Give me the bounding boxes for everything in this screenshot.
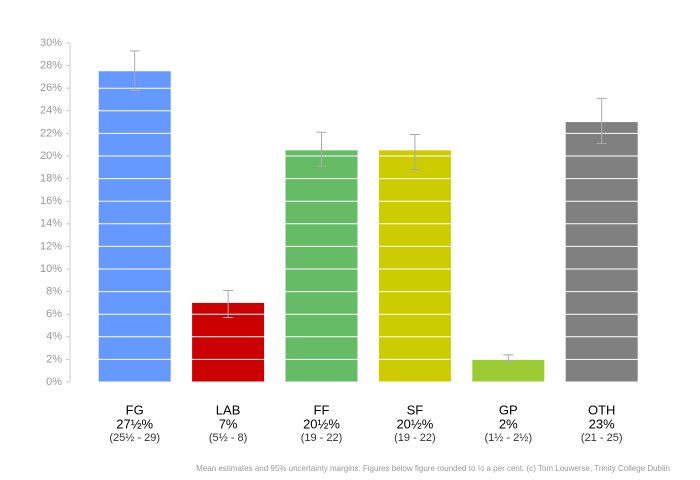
y-tick-label: 0% (46, 376, 62, 388)
value-label: 20½% (303, 416, 340, 431)
y-tick-label: 16% (40, 195, 62, 207)
y-tick-label: 2% (46, 353, 62, 365)
x-tick-label: LAB (216, 402, 241, 417)
x-tick-label: GP (499, 402, 518, 417)
y-tick-label: 4% (46, 331, 62, 343)
y-tick-label: 12% (40, 240, 62, 252)
y-tick-label: 18% (40, 173, 62, 185)
value-label: 27½% (116, 416, 153, 431)
x-tick-label: OTH (588, 402, 615, 417)
bar (98, 71, 171, 382)
footnote: Mean estimates and 95% uncertainty margi… (196, 464, 670, 473)
y-tick-label: 14% (40, 218, 62, 230)
value-label: 23% (589, 416, 615, 431)
bar (378, 150, 451, 382)
value-label: 7% (219, 416, 238, 431)
y-tick-label: 6% (46, 308, 62, 320)
interval-label: (5½ - 8) (209, 432, 248, 444)
value-label: 2% (499, 416, 518, 431)
y-tick-label: 20% (40, 150, 62, 162)
x-tick-label: SF (407, 402, 424, 417)
y-tick-label: 24% (40, 105, 62, 117)
y-tick-label: 28% (40, 60, 62, 72)
y-tick-label: 30% (40, 37, 62, 49)
y-tick-label: 10% (40, 263, 62, 275)
interval-label: (19 - 22) (394, 432, 436, 444)
bar (565, 122, 638, 382)
x-tick-label: FF (314, 402, 330, 417)
interval-label: (1½ - 2½) (484, 432, 532, 444)
y-tick-label: 8% (46, 286, 62, 298)
y-tick-label: 26% (40, 82, 62, 94)
value-label: 20½% (396, 416, 433, 431)
bar (472, 359, 545, 382)
interval-label: (21 - 25) (581, 432, 623, 444)
interval-label: (25½ - 29) (109, 432, 160, 444)
bar (285, 150, 358, 382)
x-tick-label: FG (126, 402, 144, 417)
y-tick-label: 22% (40, 127, 62, 139)
interval-label: (19 - 22) (301, 432, 343, 444)
